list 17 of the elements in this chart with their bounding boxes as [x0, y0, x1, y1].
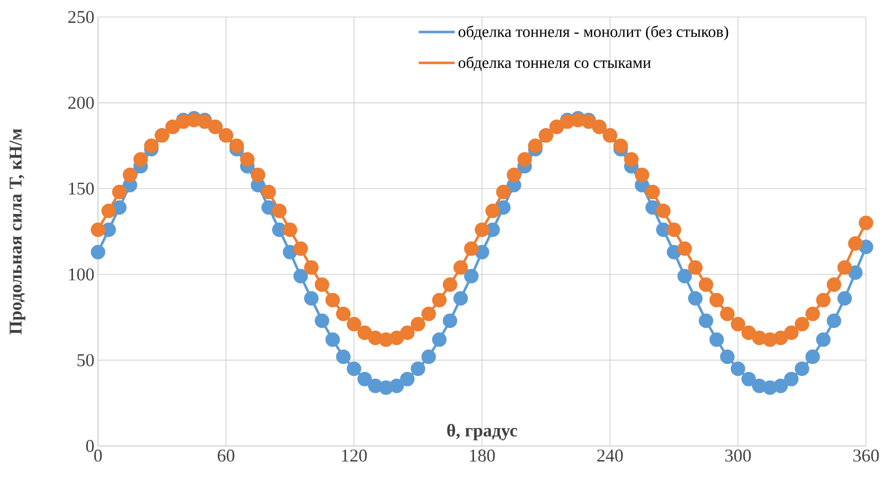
x-tick-label: 120 [342, 450, 367, 462]
y-tick-label: 100 [69, 268, 94, 280]
x-tick-label: 60 [218, 450, 234, 462]
x-tick-label: 0 [94, 450, 102, 462]
y-tick-label: 50 [78, 354, 94, 366]
x-axis-title: θ, градус [447, 424, 518, 440]
x-tick-label: 360 [853, 450, 879, 462]
y-tick-label: 250 [68, 10, 94, 24]
legend-label: обделка тоннеля - монолит (без стыков) [458, 25, 728, 40]
y-tick-label: 150 [69, 182, 94, 195]
y-tick-label: 0 [86, 440, 94, 452]
legend-label: обделка тоннеля со стыками [458, 56, 651, 71]
x-tick-label: 180 [470, 450, 495, 462]
y-axis-title: Продольная сила Т, кН/м [10, 128, 26, 334]
y-tick-label: 200 [68, 96, 94, 109]
x-tick-label: 240 [597, 450, 623, 462]
x-tick-label: 300 [725, 450, 751, 462]
